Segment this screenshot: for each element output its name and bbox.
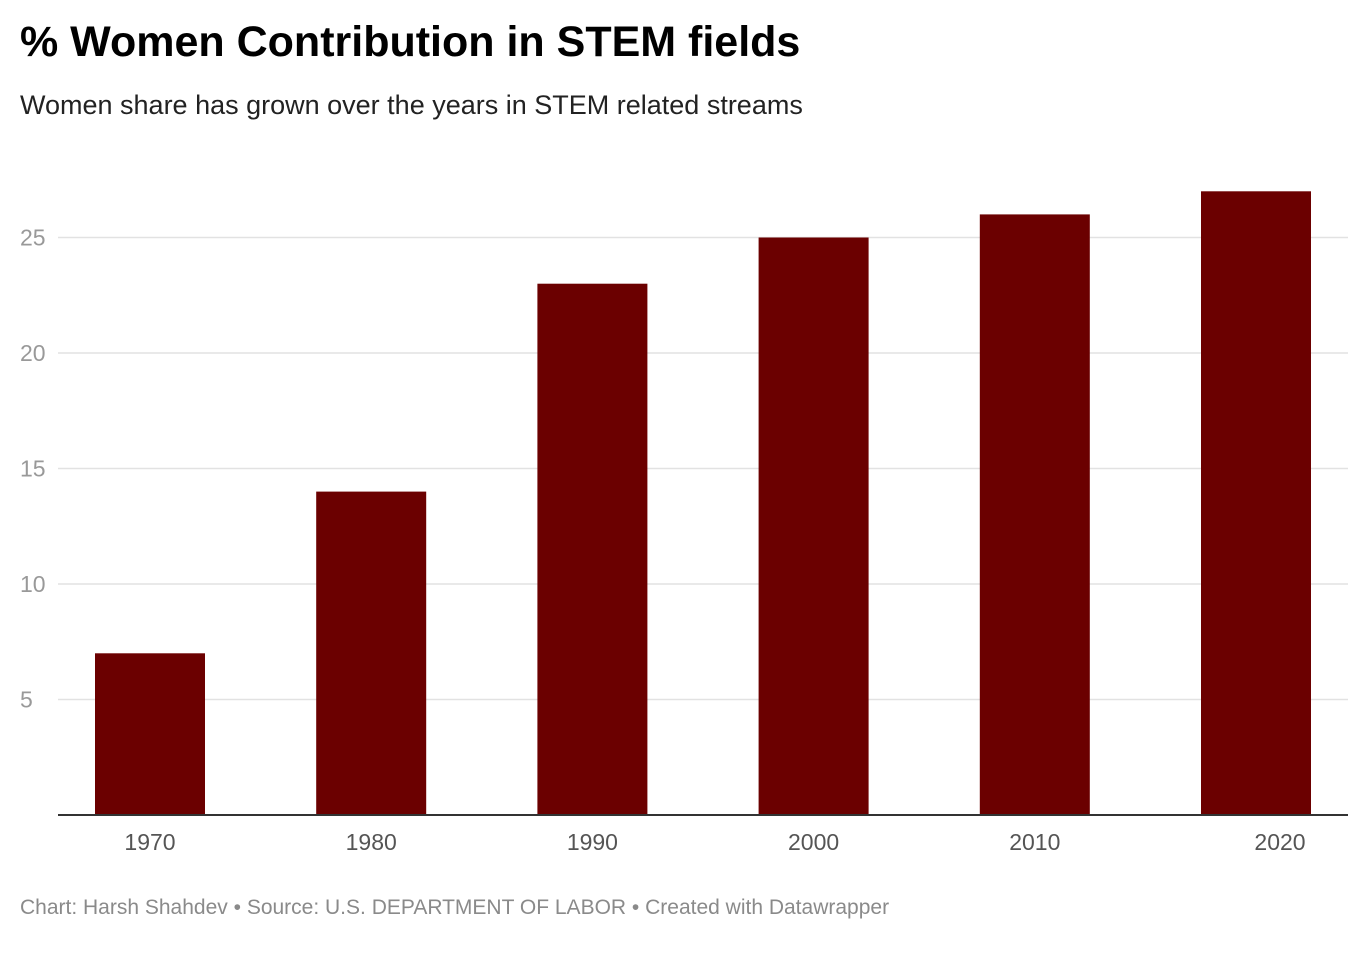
bar	[979, 214, 1090, 815]
x-tick-label: 2020	[1254, 829, 1305, 855]
x-tick-label: 2000	[788, 829, 839, 855]
footer-separator: •	[626, 896, 646, 919]
y-tick-label: 20	[20, 340, 46, 366]
footer-source: Source: U.S. DEPARTMENT OF LABOR	[246, 896, 627, 919]
gridlines	[58, 236, 1348, 701]
bar	[537, 283, 648, 815]
bars	[95, 191, 1311, 816]
bar	[1201, 191, 1311, 816]
chart-title: % Women Contribution in STEM fields	[20, 18, 801, 66]
bar	[316, 491, 427, 815]
bar	[95, 653, 205, 815]
y-tick-label: 10	[20, 571, 46, 597]
y-tick-label: 15	[20, 456, 46, 482]
x-tick-label: 1990	[567, 829, 618, 855]
x-tick-label: 2010	[1009, 829, 1060, 855]
chart-footer: Chart: Harsh Shahdev • Source: U.S. DEPA…	[20, 896, 889, 920]
axes: 5 10 15 20 25 1970 1980 1990 2000 2010 2020	[20, 225, 1348, 855]
y-tick-label: 25	[20, 225, 46, 251]
footer-separator: •	[227, 896, 247, 919]
bar	[758, 237, 869, 815]
footer-created-with: Created with Datawrapper	[645, 896, 890, 919]
x-tick-label: 1970	[124, 829, 175, 855]
chart-subtitle: Women share has grown over the years in …	[20, 90, 803, 120]
bar-chart: 5 10 15 20 25 1970 1980 1990 2000 2010 2020	[20, 191, 1348, 855]
x-tick-label: 1980	[346, 829, 397, 855]
y-tick-label: 5	[20, 687, 33, 713]
footer-credit: Chart: Harsh Shahdev	[20, 896, 228, 919]
